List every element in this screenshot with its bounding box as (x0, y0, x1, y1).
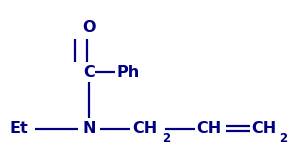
Text: N: N (82, 121, 96, 136)
Text: CH: CH (252, 121, 277, 136)
Text: CH: CH (196, 121, 222, 136)
Text: 2: 2 (162, 132, 170, 145)
Text: C: C (83, 65, 95, 80)
Text: O: O (82, 20, 96, 35)
Text: Et: Et (9, 121, 28, 136)
Text: Ph: Ph (117, 65, 140, 80)
Text: CH: CH (132, 121, 157, 136)
Text: 2: 2 (279, 132, 287, 145)
